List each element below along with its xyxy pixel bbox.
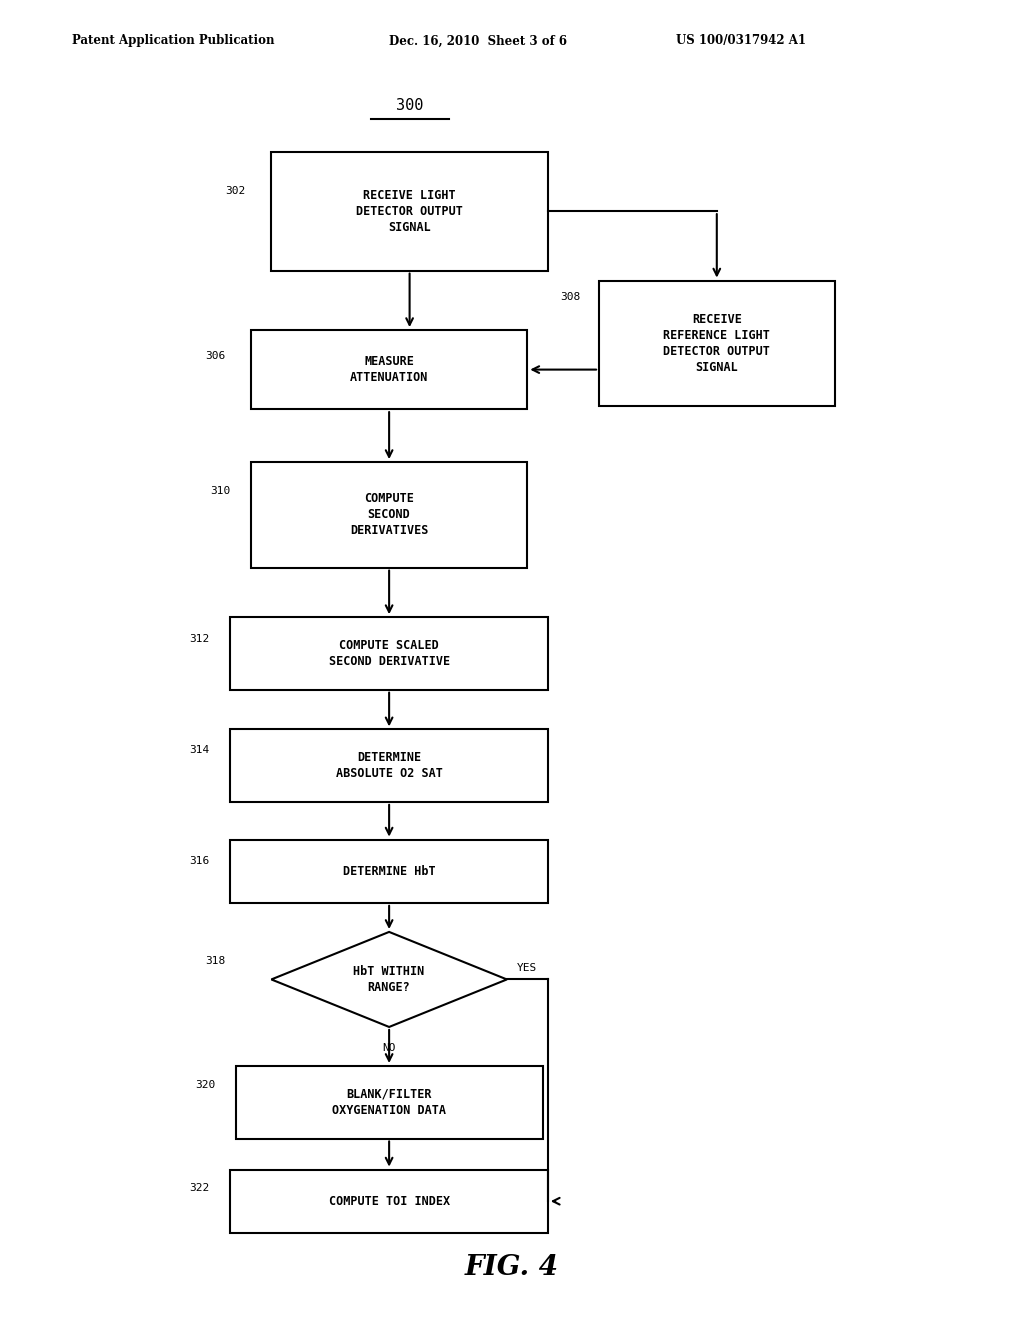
Text: HbT WITHIN
RANGE?: HbT WITHIN RANGE? (353, 965, 425, 994)
Text: 320: 320 (195, 1080, 215, 1090)
FancyBboxPatch shape (599, 281, 835, 407)
Text: 322: 322 (189, 1183, 210, 1193)
FancyBboxPatch shape (251, 462, 527, 568)
Text: 316: 316 (189, 855, 210, 866)
Text: 318: 318 (205, 956, 225, 966)
Text: 310: 310 (210, 486, 230, 496)
Text: MEASURE
ATTENUATION: MEASURE ATTENUATION (350, 355, 428, 384)
Text: RECEIVE LIGHT
DETECTOR OUTPUT
SIGNAL: RECEIVE LIGHT DETECTOR OUTPUT SIGNAL (356, 189, 463, 234)
FancyBboxPatch shape (230, 618, 548, 689)
Text: US 100/0317942 A1: US 100/0317942 A1 (676, 34, 806, 48)
FancyBboxPatch shape (230, 729, 548, 803)
Text: DETERMINE HbT: DETERMINE HbT (343, 865, 435, 878)
Text: FIG. 4: FIG. 4 (465, 1254, 559, 1280)
Text: NO: NO (382, 1043, 396, 1053)
Text: RECEIVE
REFERENCE LIGHT
DETECTOR OUTPUT
SIGNAL: RECEIVE REFERENCE LIGHT DETECTOR OUTPUT … (664, 313, 770, 374)
Text: 314: 314 (189, 744, 210, 755)
Text: YES: YES (517, 962, 538, 973)
FancyBboxPatch shape (236, 1067, 543, 1138)
Text: Dec. 16, 2010  Sheet 3 of 6: Dec. 16, 2010 Sheet 3 of 6 (389, 34, 567, 48)
Text: COMPUTE
SECOND
DERIVATIVES: COMPUTE SECOND DERIVATIVES (350, 492, 428, 537)
Text: COMPUTE TOI INDEX: COMPUTE TOI INDEX (329, 1195, 450, 1208)
FancyBboxPatch shape (230, 840, 548, 903)
FancyBboxPatch shape (271, 152, 548, 271)
Text: 300: 300 (396, 98, 423, 114)
Text: 306: 306 (205, 351, 225, 362)
FancyBboxPatch shape (230, 1170, 548, 1233)
Text: 308: 308 (560, 292, 581, 302)
Polygon shape (271, 932, 507, 1027)
Text: 312: 312 (189, 634, 210, 644)
Text: COMPUTE SCALED
SECOND DERIVATIVE: COMPUTE SCALED SECOND DERIVATIVE (329, 639, 450, 668)
Text: DETERMINE
ABSOLUTE O2 SAT: DETERMINE ABSOLUTE O2 SAT (336, 751, 442, 780)
Text: Patent Application Publication: Patent Application Publication (72, 34, 274, 48)
Text: 302: 302 (225, 186, 246, 197)
FancyBboxPatch shape (251, 330, 527, 409)
Text: BLANK/FILTER
OXYGENATION DATA: BLANK/FILTER OXYGENATION DATA (332, 1088, 446, 1117)
